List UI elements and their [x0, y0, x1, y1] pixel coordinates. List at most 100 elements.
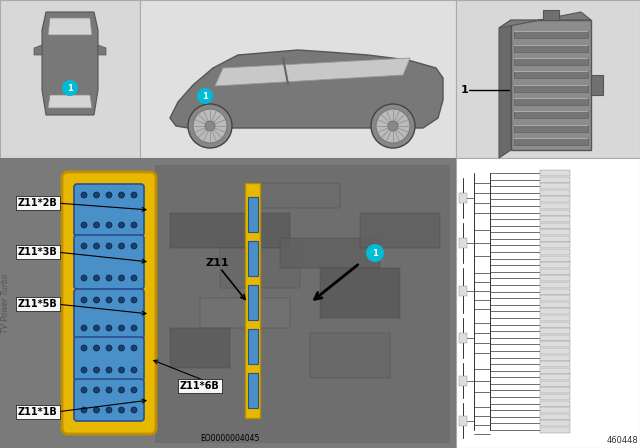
- Bar: [540, 420, 570, 426]
- Bar: [540, 374, 570, 380]
- Text: 1: 1: [67, 83, 73, 92]
- Circle shape: [131, 192, 137, 198]
- Bar: [540, 229, 570, 235]
- Text: 460448: 460448: [606, 436, 638, 445]
- Bar: [540, 361, 570, 367]
- Circle shape: [81, 192, 87, 198]
- Polygon shape: [34, 45, 42, 55]
- Text: 1: 1: [460, 85, 468, 95]
- Bar: [514, 58, 588, 59]
- Circle shape: [131, 222, 137, 228]
- Bar: [514, 85, 588, 86]
- Polygon shape: [98, 45, 106, 55]
- Circle shape: [388, 121, 398, 131]
- Bar: [540, 381, 570, 387]
- Bar: [220, 248, 300, 288]
- Circle shape: [81, 345, 87, 351]
- FancyBboxPatch shape: [74, 235, 144, 289]
- Text: TV Power Turbo: TV Power Turbo: [1, 273, 10, 333]
- Circle shape: [106, 387, 112, 393]
- Circle shape: [81, 407, 87, 413]
- Circle shape: [131, 297, 137, 303]
- Bar: [540, 216, 570, 222]
- Circle shape: [93, 325, 99, 331]
- Bar: [540, 170, 570, 176]
- Bar: [540, 328, 570, 334]
- Circle shape: [131, 243, 137, 249]
- Circle shape: [81, 297, 87, 303]
- Circle shape: [188, 104, 232, 148]
- Text: Z11*1B: Z11*1B: [18, 407, 58, 417]
- Circle shape: [81, 325, 87, 331]
- Bar: [514, 125, 588, 126]
- Circle shape: [93, 275, 99, 281]
- Bar: [540, 236, 570, 242]
- Bar: [459, 415, 467, 426]
- Polygon shape: [215, 58, 410, 86]
- Circle shape: [371, 104, 415, 148]
- Circle shape: [366, 244, 384, 262]
- Bar: [540, 223, 570, 229]
- Bar: [540, 196, 570, 202]
- Circle shape: [81, 367, 87, 373]
- Bar: [540, 203, 570, 209]
- Circle shape: [205, 121, 215, 131]
- Text: 1: 1: [372, 249, 378, 258]
- Circle shape: [81, 222, 87, 228]
- Bar: [540, 256, 570, 262]
- Bar: [514, 138, 588, 145]
- Bar: [280, 238, 380, 268]
- Bar: [248, 197, 258, 232]
- Circle shape: [131, 325, 137, 331]
- Circle shape: [106, 275, 112, 281]
- Text: Z11*6B: Z11*6B: [180, 381, 220, 391]
- Polygon shape: [499, 20, 511, 158]
- Bar: [543, 10, 559, 20]
- Bar: [540, 289, 570, 295]
- Bar: [248, 329, 258, 364]
- Bar: [540, 315, 570, 321]
- Circle shape: [193, 109, 227, 143]
- Polygon shape: [48, 18, 92, 35]
- Bar: [540, 190, 570, 196]
- Bar: [514, 31, 588, 39]
- FancyBboxPatch shape: [74, 337, 144, 381]
- Circle shape: [118, 367, 125, 373]
- Bar: [514, 45, 588, 46]
- Text: Z11: Z11: [205, 258, 228, 268]
- Bar: [459, 375, 467, 385]
- Bar: [248, 285, 258, 320]
- Bar: [459, 285, 467, 296]
- Bar: [155, 165, 450, 443]
- Bar: [540, 183, 570, 189]
- Circle shape: [93, 243, 99, 249]
- Polygon shape: [48, 95, 92, 108]
- Bar: [540, 322, 570, 327]
- Bar: [540, 414, 570, 420]
- Bar: [514, 31, 588, 32]
- Bar: [310, 333, 390, 378]
- Text: EO0000004045: EO0000004045: [200, 434, 260, 443]
- FancyBboxPatch shape: [62, 172, 156, 434]
- Circle shape: [106, 345, 112, 351]
- Circle shape: [106, 192, 112, 198]
- Bar: [540, 295, 570, 301]
- Bar: [540, 269, 570, 275]
- Bar: [540, 249, 570, 255]
- Circle shape: [106, 367, 112, 373]
- Bar: [540, 242, 570, 249]
- Bar: [514, 85, 588, 92]
- Circle shape: [118, 243, 125, 249]
- Bar: [248, 241, 258, 276]
- Bar: [514, 138, 588, 139]
- Circle shape: [93, 387, 99, 393]
- Bar: [540, 341, 570, 347]
- Bar: [456, 0, 640, 158]
- Bar: [170, 213, 290, 248]
- Circle shape: [62, 80, 78, 96]
- Circle shape: [93, 222, 99, 228]
- Circle shape: [106, 325, 112, 331]
- Circle shape: [106, 407, 112, 413]
- Bar: [540, 262, 570, 268]
- Bar: [514, 98, 588, 99]
